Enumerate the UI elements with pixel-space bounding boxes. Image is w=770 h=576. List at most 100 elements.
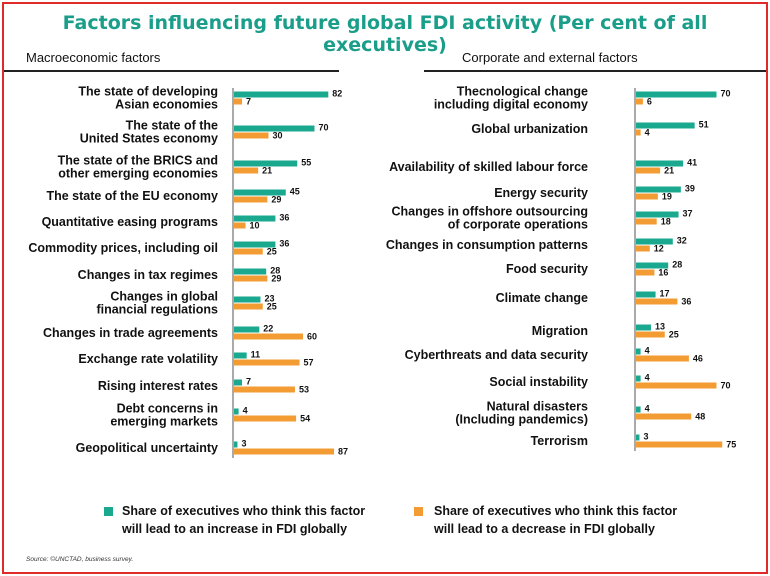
value-label-increase: 11 [251, 350, 261, 360]
bar-increase [636, 324, 651, 331]
bar-decrease [234, 196, 268, 203]
value-label-decrease: 21 [664, 166, 674, 176]
chart-title: Factors influencing future global FDI ac… [62, 12, 708, 56]
value-label-increase: 82 [332, 89, 342, 99]
value-label-decrease: 19 [662, 192, 672, 202]
legend-swatch-increase [104, 507, 113, 516]
bar-increase [636, 262, 669, 269]
bar-increase [234, 91, 329, 98]
value-label-increase: 3 [643, 432, 648, 442]
category-label: Changes in trade agreements [43, 326, 218, 340]
source-note: Source: ©UNCTAD, business survey. [26, 556, 134, 563]
category-label: Natural disasters [487, 400, 588, 414]
value-label-decrease: 29 [271, 195, 281, 205]
bar-increase [234, 408, 239, 415]
legend-item-decrease: Share of executives who think this facto… [414, 502, 734, 542]
category-label: of corporate operations [448, 218, 588, 232]
category-label: Energy security [494, 186, 588, 200]
bar-decrease [636, 245, 650, 252]
bar-increase [636, 160, 684, 167]
category-label: (Including pandemics) [455, 413, 588, 427]
panel-title-macro: Macroeconomic factors [26, 50, 161, 65]
bar-decrease [636, 331, 665, 338]
value-label-increase: 32 [677, 236, 687, 246]
value-label-increase: 3 [241, 439, 246, 449]
value-label-increase: 4 [243, 406, 248, 416]
value-label-increase: 41 [687, 158, 697, 168]
bar-decrease [234, 167, 259, 174]
bar-decrease [636, 382, 717, 389]
legend-swatch-decrease [414, 507, 423, 516]
bar-increase [234, 189, 286, 196]
legend-item-increase: Share of executives who think this facto… [104, 502, 404, 542]
value-label-decrease: 12 [654, 244, 664, 254]
bar-decrease [234, 98, 243, 105]
category-label: financial regulations [96, 303, 218, 317]
value-label-increase: 70 [319, 123, 329, 133]
bar-increase [636, 348, 641, 355]
bar-decrease [636, 269, 655, 276]
value-label-decrease: 25 [669, 330, 679, 340]
legend-label-decrease-line2: will lead to a decrease in FDI globally [434, 522, 655, 536]
value-label-decrease: 10 [250, 221, 260, 231]
bar-increase [234, 326, 260, 333]
category-label: Terrorism [531, 434, 588, 448]
value-label-decrease: 4 [645, 128, 650, 138]
category-label: Social instability [489, 375, 588, 389]
value-label-decrease: 25 [267, 302, 277, 312]
bar-decrease [636, 218, 657, 225]
bar-decrease [234, 448, 335, 455]
category-label: Food security [506, 262, 588, 276]
value-label-increase: 23 [264, 294, 274, 304]
value-label-increase: 45 [290, 187, 300, 197]
bar-increase [636, 122, 695, 129]
bar-decrease [234, 303, 263, 310]
category-label: Cyberthreats and data security [405, 348, 588, 362]
value-label-increase: 55 [301, 158, 311, 168]
value-label-decrease: 70 [721, 381, 731, 391]
value-label-increase: 28 [270, 266, 280, 276]
value-label-decrease: 29 [271, 274, 281, 284]
value-label-increase: 51 [699, 120, 709, 130]
value-label-decrease: 25 [267, 247, 277, 257]
bar-increase [234, 125, 315, 132]
category-label: Availability of skilled labour force [389, 160, 588, 174]
value-label-decrease: 54 [300, 414, 310, 424]
bar-increase [234, 441, 238, 448]
bar-decrease [234, 222, 246, 229]
bar-increase [636, 238, 673, 245]
value-label-increase: 4 [645, 404, 650, 414]
value-label-increase: 39 [685, 184, 695, 194]
category-label: Changes in global [110, 290, 218, 304]
category-label: The state of the [126, 119, 218, 133]
value-label-decrease: 7 [246, 97, 251, 107]
bar-increase [234, 160, 298, 167]
value-label-increase: 36 [279, 239, 289, 249]
value-label-decrease: 75 [726, 440, 736, 450]
value-label-decrease: 46 [693, 354, 703, 364]
category-label: Changes in offshore outsourcing [391, 205, 588, 219]
value-label-increase: 36 [279, 213, 289, 223]
bar-decrease [234, 359, 300, 366]
category-label: Asian economies [115, 98, 218, 112]
bar-increase [636, 375, 641, 382]
category-label: Thecnological change [457, 85, 588, 99]
value-label-decrease: 18 [661, 217, 671, 227]
category-label: The state of the EU economy [46, 189, 218, 203]
bar-increase [234, 268, 267, 275]
bar-increase [636, 291, 656, 298]
bar-increase [636, 434, 640, 441]
bar-increase [234, 352, 247, 359]
value-label-increase: 22 [263, 324, 273, 334]
category-label: other emerging economies [58, 167, 218, 181]
bar-decrease [636, 298, 678, 305]
value-label-decrease: 60 [307, 332, 317, 342]
category-label: Changes in consumption patterns [386, 238, 588, 252]
value-label-increase: 7 [246, 377, 251, 387]
bar-decrease [636, 413, 692, 420]
bar-decrease [234, 275, 268, 282]
category-label: Quantitative easing programs [42, 215, 218, 229]
category-label: Debt concerns in [117, 402, 218, 416]
bar-increase [234, 241, 276, 248]
